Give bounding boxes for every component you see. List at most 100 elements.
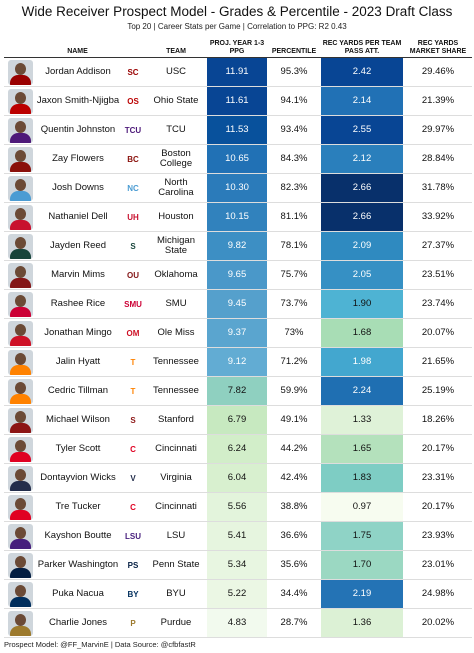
page-title: Wide Receiver Prospect Model - Grades & … — [21, 4, 453, 19]
proj-ppg-cell: 6.79 — [207, 406, 267, 434]
rec-yards-cell: 1.70 — [321, 551, 403, 579]
table-row: Rashee Rice SMU SMU 9.45 73.7% 1.90 23.74% — [4, 290, 472, 319]
player-name: Jordan Addison — [45, 66, 111, 77]
rec-yards-cell: 1.83 — [321, 464, 403, 492]
player-name: Cedric Tillman — [47, 385, 109, 396]
team-logo-icon: SC — [127, 67, 139, 77]
team-logo-icon: T — [130, 357, 136, 367]
player-name: Quentin Johnston — [40, 124, 116, 135]
column-header-team: TEAM — [166, 48, 186, 55]
table-row: Marvin Mims OU Oklahoma 9.65 75.7% 2.05 23.51% — [4, 261, 472, 290]
player-name: Michael Wilson — [46, 414, 110, 425]
proj-ppg-cell: 11.91 — [207, 58, 267, 86]
proj-ppg-cell: 9.37 — [207, 319, 267, 347]
proj-ppg-cell: 10.15 — [207, 203, 267, 231]
table-row: Jalin Hyatt T Tennessee 9.12 71.2% 1.98 21.65% — [4, 348, 472, 377]
player-name: Tyler Scott — [55, 443, 101, 454]
proj-ppg-cell: 9.45 — [207, 290, 267, 318]
table-row: Josh Downs NC North Carolina 10.30 82.3% 2.66… — [4, 174, 472, 203]
team-name: Penn State — [152, 559, 200, 570]
team-name: TCU — [166, 124, 186, 135]
team-name: Cincinnati — [155, 501, 197, 512]
team-logo-icon: OU — [127, 270, 139, 280]
team-name: Michigan State — [156, 235, 196, 256]
percentile-cell: 81.1% — [280, 211, 308, 222]
rec-yards-cell: 1.98 — [321, 348, 403, 376]
market-share-cell: 21.39% — [421, 95, 455, 106]
rec-yards-cell: 1.65 — [321, 435, 403, 463]
player-photo — [8, 408, 33, 433]
column-header-name: NAME — [67, 48, 88, 55]
player-photo — [8, 350, 33, 375]
player-photo — [8, 147, 33, 172]
player-photo — [8, 495, 33, 520]
player-name: Josh Downs — [52, 182, 104, 193]
percentile-cell: 94.1% — [280, 95, 308, 106]
proj-ppg-cell: 9.82 — [207, 232, 267, 260]
team-logo-icon: V — [130, 473, 136, 483]
rec-yards-cell: 1.36 — [321, 609, 403, 637]
market-share-cell: 23.93% — [421, 530, 455, 541]
table-row: Tre Tucker C Cincinnati 5.56 38.8% 0.97 20.17% — [4, 493, 472, 522]
player-photo — [8, 611, 33, 636]
rec-yards-cell: 2.24 — [321, 377, 403, 405]
player-photo — [8, 524, 33, 549]
team-logo-icon: T — [130, 386, 136, 396]
market-share-cell: 21.65% — [421, 356, 455, 367]
proj-ppg-cell: 9.12 — [207, 348, 267, 376]
player-name: Rashee Rice — [50, 298, 106, 309]
market-share-cell: 25.19% — [421, 385, 455, 396]
team-logo-icon: NC — [127, 183, 139, 193]
player-photo — [8, 292, 33, 317]
player-name: Nathaniel Dell — [48, 211, 108, 222]
percentile-cell: 49.1% — [280, 414, 308, 425]
percentile-cell: 84.3% — [280, 153, 308, 164]
team-name: Oklahoma — [154, 269, 198, 280]
market-share-cell: 29.46% — [421, 66, 455, 77]
team-logo-icon: LSU — [125, 531, 141, 541]
team-name: Tennessee — [153, 385, 199, 396]
proj-ppg-cell: 9.65 — [207, 261, 267, 289]
table-row: Zay Flowers BC Boston College 10.65 84.3% 2.1… — [4, 145, 472, 174]
player-photo — [8, 321, 33, 346]
percentile-cell: 78.1% — [280, 240, 308, 251]
team-logo-icon: S — [130, 415, 136, 425]
player-name: Jayden Reed — [50, 240, 106, 251]
table-row: Tyler Scott C Cincinnati 6.24 44.2% 1.65 20.17… — [4, 435, 472, 464]
team-name: LSU — [166, 530, 186, 541]
rec-yards-cell: 2.55 — [321, 116, 403, 144]
table-row: Jordan Addison SC USC 11.91 95.3% 2.42 29.46% — [4, 58, 472, 87]
percentile-cell: 34.4% — [280, 588, 308, 599]
team-logo-icon: SMU — [124, 299, 142, 309]
player-name: Jalin Hyatt — [55, 356, 101, 367]
team-name: USC — [165, 66, 187, 77]
proj-ppg-cell: 11.53 — [207, 116, 267, 144]
page-subtitle: Top 20 | Career Stats per Game | Correla… — [127, 22, 347, 31]
percentile-cell: 38.8% — [280, 501, 308, 512]
rec-yards-cell: 1.75 — [321, 522, 403, 550]
market-share-cell: 33.92% — [421, 211, 455, 222]
team-logo-icon: C — [130, 502, 136, 512]
team-logo-icon: TCU — [124, 125, 142, 135]
team-logo-icon: P — [130, 618, 136, 628]
table-row: Jaxon Smith-Njigba OS Ohio State 11.61 94.1%… — [4, 87, 472, 116]
proj-ppg-cell: 6.04 — [207, 464, 267, 492]
team-name: Boston College — [159, 148, 193, 169]
player-photo — [8, 205, 33, 230]
team-logo-icon: UH — [127, 212, 139, 222]
table-row: Jonathan Mingo OM Ole Miss 9.37 73% 1.68 20.07… — [4, 319, 472, 348]
team-logo-icon: PS — [127, 560, 139, 570]
market-share-cell: 24.98% — [421, 588, 455, 599]
player-photo — [8, 379, 33, 404]
percentile-cell: 73% — [284, 327, 304, 338]
player-name: Zay Flowers — [52, 153, 104, 164]
market-share-cell: 20.17% — [421, 443, 455, 454]
team-name: BYU — [166, 588, 186, 599]
table-row: Michael Wilson S Stanford 6.79 49.1% 1.33 18.2… — [4, 406, 472, 435]
market-share-cell: 23.31% — [421, 472, 455, 483]
team-name: North Carolina — [158, 177, 194, 198]
rec-yards-cell: 0.97 — [321, 493, 403, 521]
percentile-cell: 42.4% — [280, 472, 308, 483]
rec-yards-cell: 2.14 — [321, 87, 403, 115]
player-name: Jonathan Mingo — [44, 327, 112, 338]
